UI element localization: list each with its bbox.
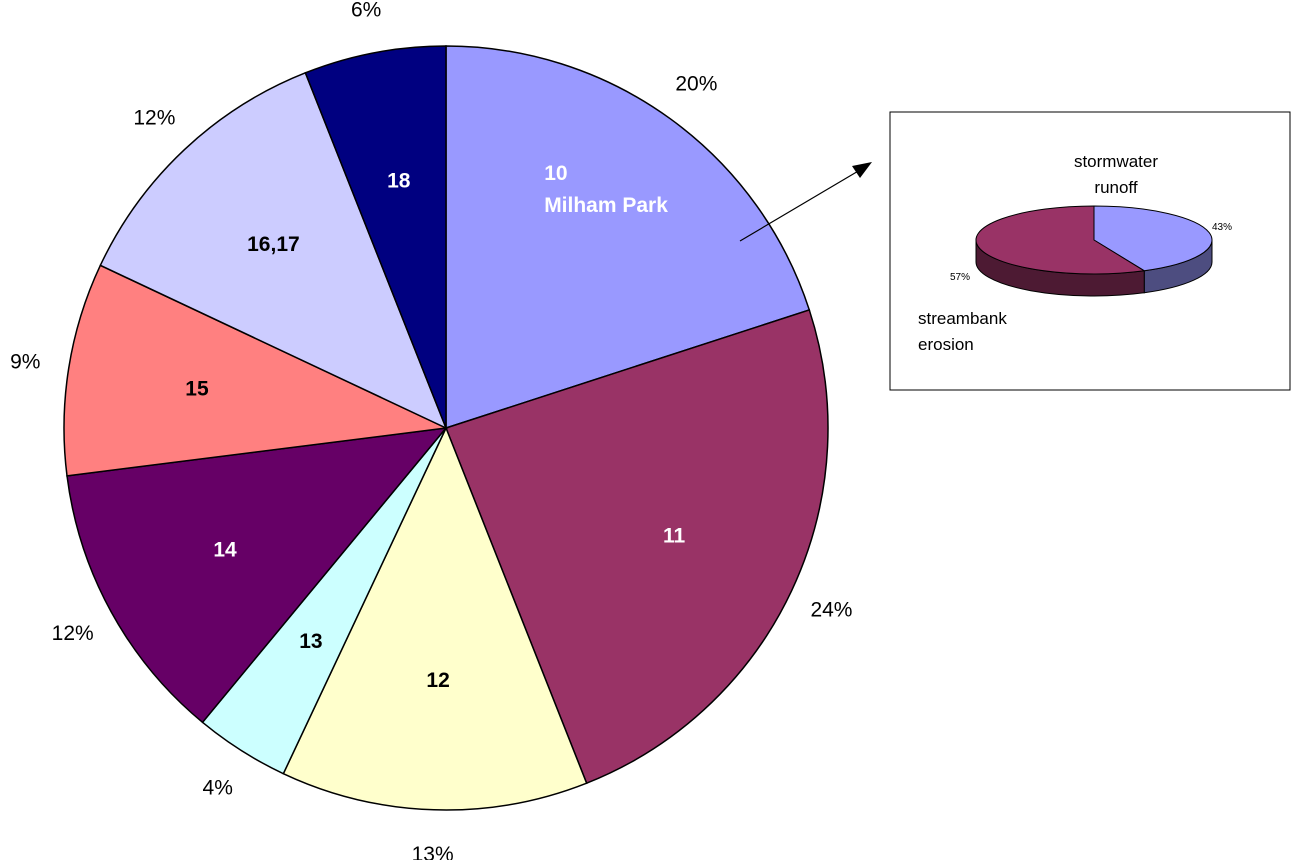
- callout-arrow-line: [739, 169, 861, 242]
- main-pie-labels: 10 Milham Park 20% 11 24% 12 13% 13 4% 14 12% 15 9% 1…: [10, 0, 852, 860]
- inset-label-streambank-line2: erosion: [918, 335, 974, 354]
- inset-pie-chart: [975, 205, 1213, 297]
- inset-value-label-streambank: 57%: [950, 272, 970, 283]
- pie-slice-10: [445, 45, 811, 430]
- value-label-13: 4%: [203, 777, 233, 800]
- pie-slice-12: [282, 426, 588, 811]
- value-label-10: 20%: [675, 72, 717, 95]
- inset-label-stormwater-line2: runoff: [1094, 178, 1137, 197]
- value-label-15: 9%: [10, 350, 40, 373]
- slice-label-12: 12: [426, 669, 449, 692]
- main-pie-chart: [63, 45, 829, 811]
- slice-label-18: 18: [387, 169, 411, 192]
- pie-slice-11: [445, 309, 829, 785]
- callout-arrowhead: [852, 162, 872, 178]
- inset-slice-stormwater-runoff: [1093, 205, 1213, 272]
- inset-label-stormwater-line1: stormwater: [1074, 152, 1158, 171]
- slice-label-13: 13: [299, 630, 322, 653]
- slice-sublabel-10: Milham Park: [544, 194, 668, 217]
- slice-label-15: 15: [185, 378, 209, 401]
- pie-slice-18: [304, 45, 447, 429]
- inset-slice-streambank-erosion: [975, 205, 1146, 275]
- slice-label-16-17: 16,17: [247, 233, 300, 256]
- pie-slice-15: [63, 264, 449, 477]
- value-label-16-17: 12%: [133, 106, 175, 129]
- pie-slice-14: [66, 427, 448, 724]
- inset-label-streambank-line1: streambank: [918, 309, 1007, 328]
- slice-label-14: 14: [213, 538, 237, 561]
- slice-label-10: 10: [544, 162, 567, 185]
- pie-slice-16-17: [99, 71, 448, 430]
- value-label-11: 24%: [810, 598, 852, 621]
- value-label-14: 12%: [52, 622, 94, 645]
- inset-value-label-stormwater: 43%: [1212, 222, 1232, 233]
- value-label-18: 6%: [351, 0, 381, 22]
- slice-label-11: 11: [663, 524, 686, 547]
- value-label-12: 13%: [412, 843, 454, 860]
